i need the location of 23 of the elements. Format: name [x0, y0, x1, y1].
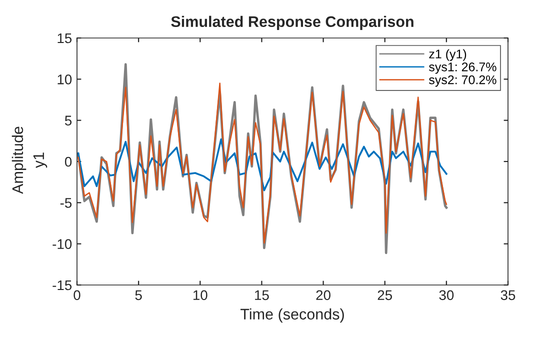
x-tick-label: 20: [316, 290, 330, 300]
y-tick-label: -5: [60, 198, 72, 208]
x-tick-label: 10: [193, 290, 208, 300]
x-tick-label: 35: [500, 290, 516, 300]
chart-title: Simulated Response Comparison: [171, 16, 414, 30]
y-tick-label: 5: [64, 116, 72, 126]
y-tick-label: -10: [52, 239, 72, 250]
x-tick-label: 25: [378, 290, 392, 300]
legend-label: z1 (y1): [429, 49, 466, 61]
y-axis-title: Amplitude: [12, 126, 26, 194]
legend-label: sys2: 70.2%: [429, 75, 496, 87]
y-tick-label: -15: [52, 280, 72, 290]
legend-label: sys1: 26.7%: [429, 62, 496, 74]
y-tick-label: 10: [58, 74, 72, 84]
x-tick-label: 15: [255, 290, 269, 300]
x-tick-label: 0: [74, 290, 80, 300]
x-tick-label: 30: [439, 290, 454, 300]
y-tick-label: 0: [64, 156, 72, 167]
x-tick-label: 5: [135, 290, 142, 300]
y-tick-label: 15: [58, 33, 72, 44]
x-axis-title: Time (seconds): [240, 308, 344, 323]
text: y1: [33, 152, 48, 168]
line-series: [77, 138, 448, 192]
